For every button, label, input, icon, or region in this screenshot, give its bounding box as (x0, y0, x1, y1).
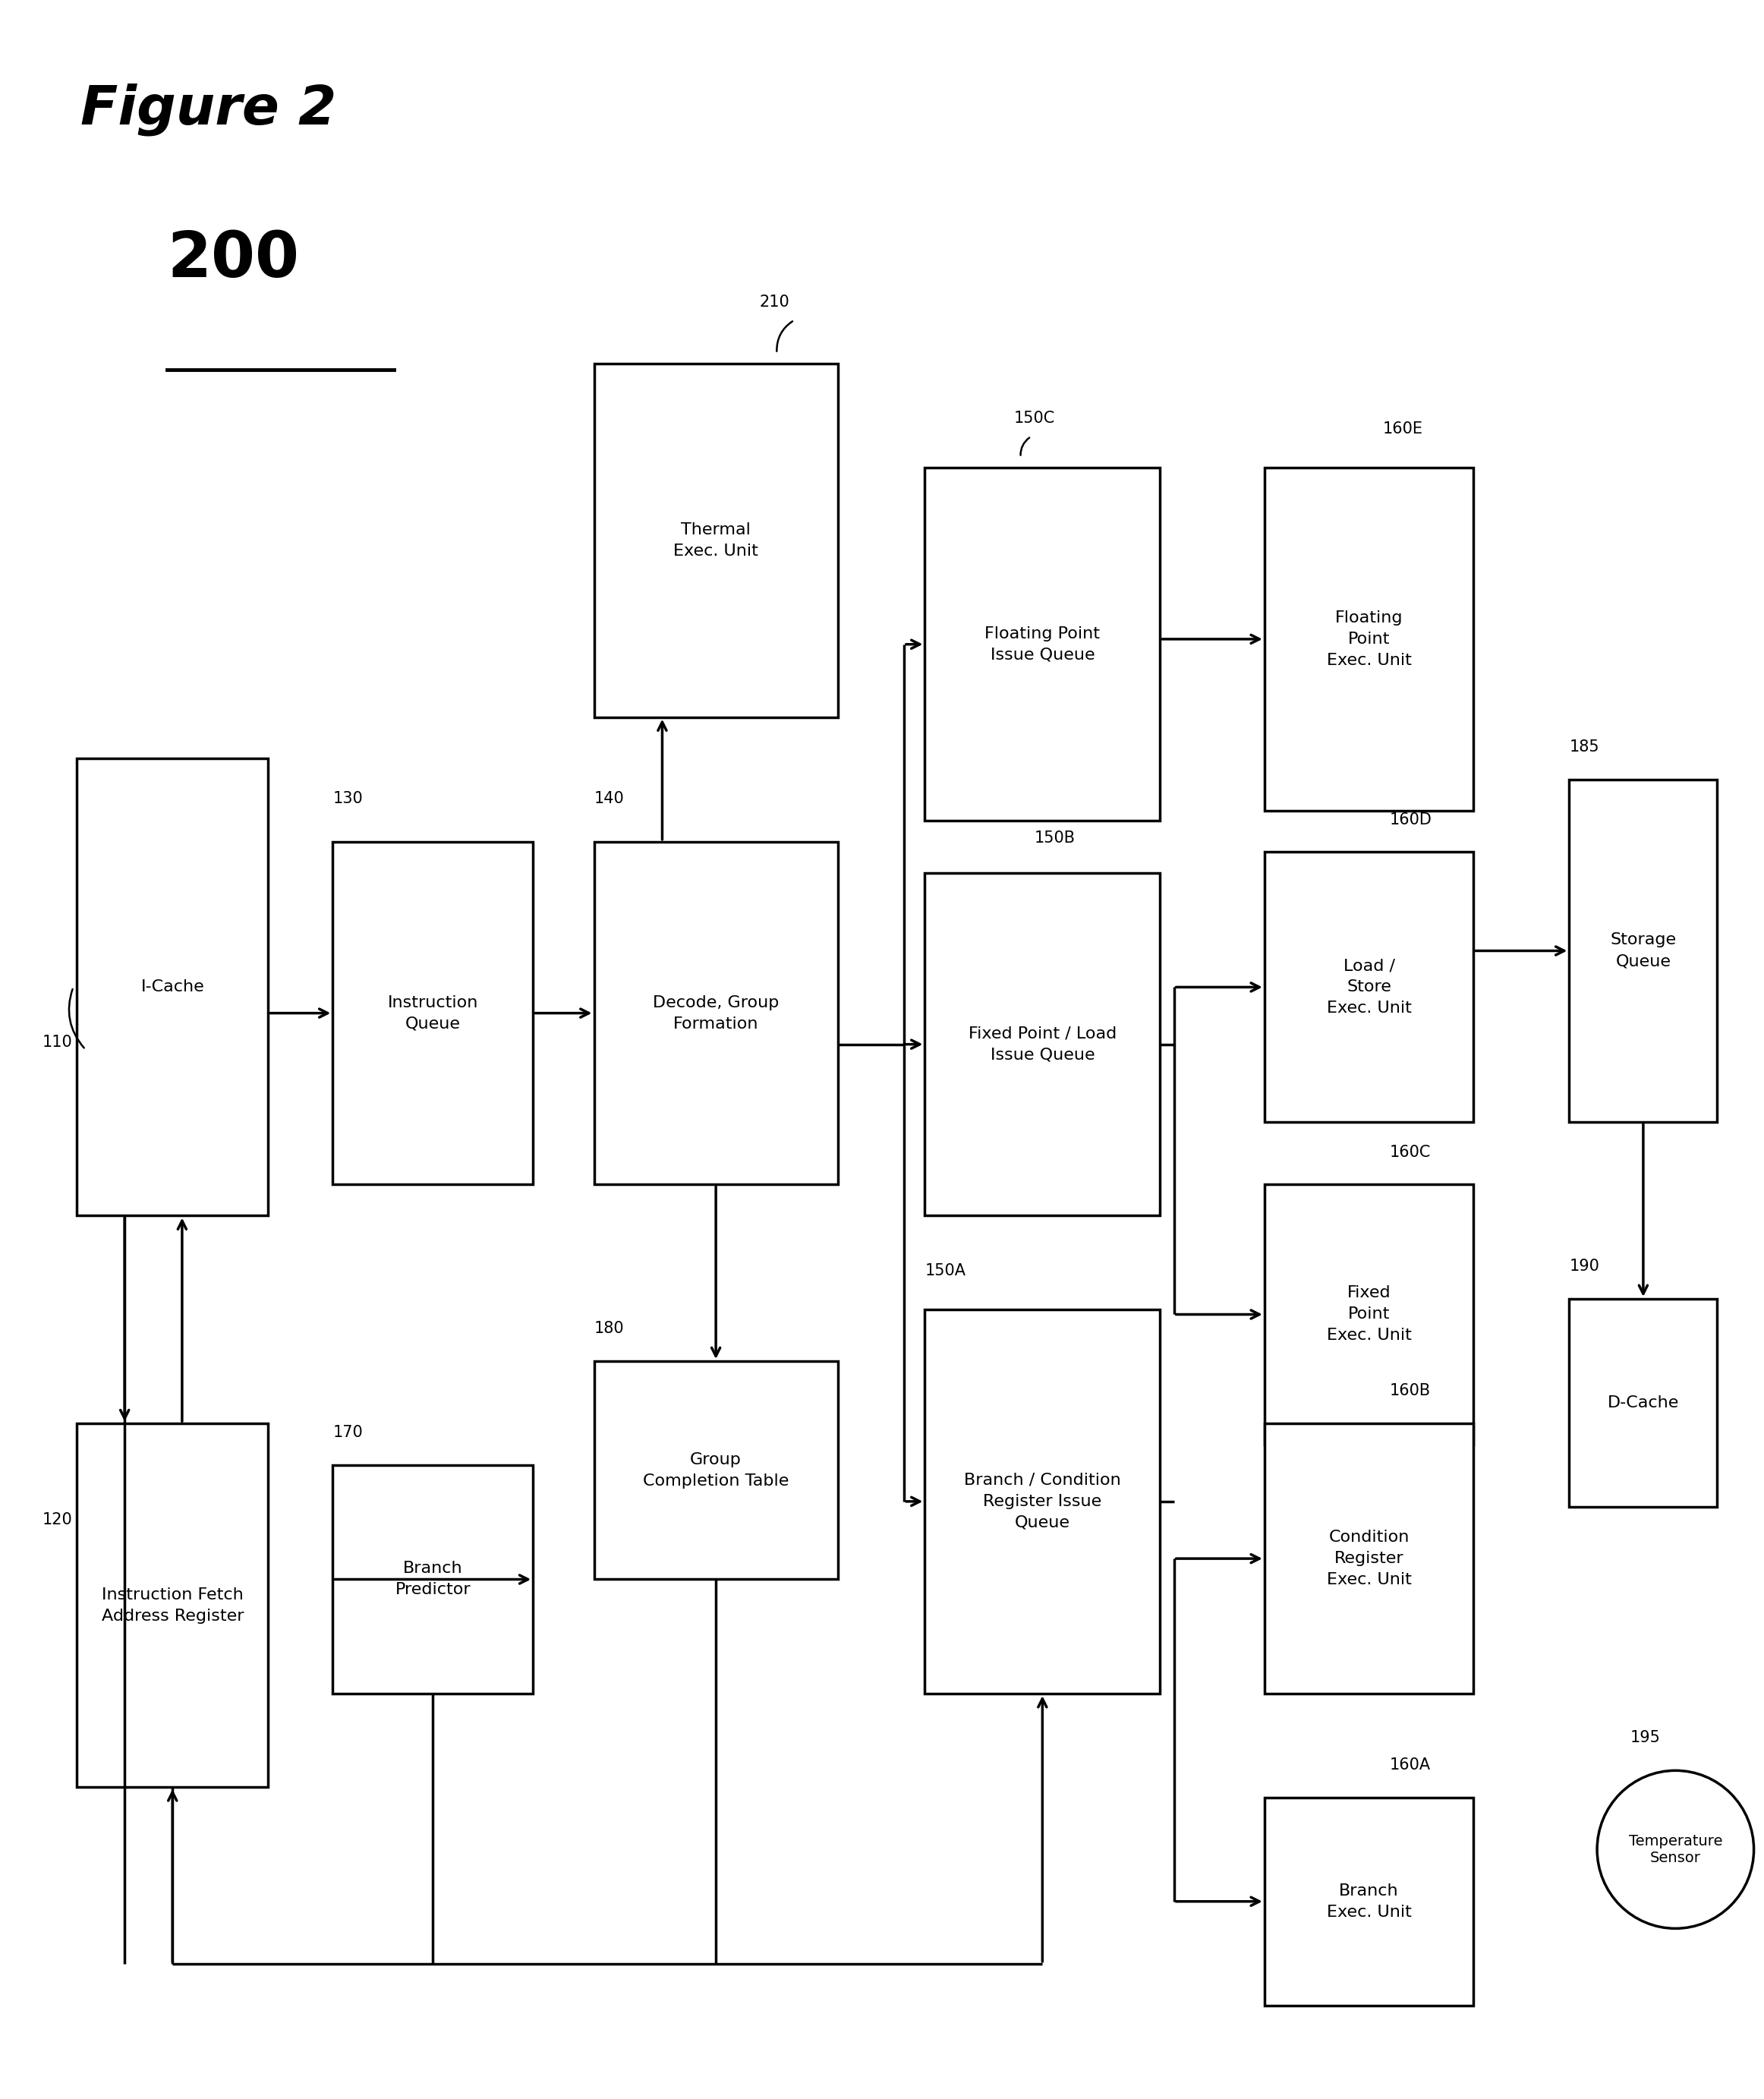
Text: 160D: 160D (1390, 812, 1432, 827)
Text: 130: 130 (333, 791, 363, 806)
Text: 180: 180 (594, 1320, 624, 1337)
Text: Thermal
Exec. Unit: Thermal Exec. Unit (674, 523, 759, 558)
Bar (1265, 1423, 1473, 1694)
Text: Temperature
Sensor: Temperature Sensor (1628, 1835, 1722, 1866)
Bar (1570, 779, 1718, 1123)
Text: Fixed Point / Load
Issue Queue: Fixed Point / Load Issue Queue (968, 1026, 1117, 1062)
Text: 140: 140 (594, 791, 624, 806)
Text: 150C: 150C (1014, 411, 1055, 426)
Text: 160E: 160E (1383, 422, 1424, 437)
Bar (1265, 852, 1473, 1123)
Text: 210: 210 (760, 294, 790, 311)
Text: 120: 120 (42, 1511, 72, 1528)
Text: 160C: 160C (1390, 1144, 1431, 1159)
Text: 190: 190 (1570, 1259, 1600, 1274)
Bar (594, 363, 838, 718)
Text: Storage
Queue: Storage Queue (1611, 932, 1676, 970)
Bar (1570, 1299, 1718, 1507)
Text: Load /
Store
Exec. Unit: Load / Store Exec. Unit (1327, 959, 1411, 1016)
Text: Branch
Exec. Unit: Branch Exec. Unit (1327, 1883, 1411, 1921)
Text: Figure 2: Figure 2 (79, 84, 337, 136)
Text: Decode, Group
Formation: Decode, Group Formation (653, 995, 780, 1031)
Text: Floating Point
Issue Queue: Floating Point Issue Queue (984, 626, 1101, 663)
Text: Instruction
Queue: Instruction Queue (388, 995, 478, 1031)
Text: Instruction Fetch
Address Register: Instruction Fetch Address Register (101, 1587, 243, 1623)
Text: Branch / Condition
Register Issue
Queue: Branch / Condition Register Issue Queue (963, 1473, 1120, 1530)
Bar (594, 842, 838, 1184)
Text: 150B: 150B (1034, 831, 1076, 846)
Text: Fixed
Point
Exec. Unit: Fixed Point Exec. Unit (1327, 1285, 1411, 1343)
Bar (924, 873, 1161, 1215)
Text: 160A: 160A (1390, 1757, 1431, 1774)
Text: 185: 185 (1570, 739, 1600, 754)
Text: Floating
Point
Exec. Unit: Floating Point Exec. Unit (1327, 611, 1411, 667)
Bar (333, 1465, 533, 1694)
Bar (594, 1360, 838, 1578)
Text: Condition
Register
Exec. Unit: Condition Register Exec. Unit (1327, 1530, 1411, 1587)
Bar (333, 842, 533, 1184)
Text: 160B: 160B (1390, 1383, 1431, 1398)
Text: Group
Completion Table: Group Completion Table (642, 1453, 789, 1488)
Bar (1265, 468, 1473, 810)
Text: D-Cache: D-Cache (1607, 1396, 1679, 1411)
Ellipse shape (1596, 1772, 1753, 1929)
Text: 170: 170 (333, 1425, 363, 1440)
Text: 195: 195 (1630, 1730, 1660, 1746)
Text: 200: 200 (168, 229, 300, 290)
Text: Branch
Predictor: Branch Predictor (395, 1562, 471, 1597)
Bar (1265, 1184, 1473, 1444)
Bar (76, 758, 268, 1215)
Bar (76, 1423, 268, 1786)
Text: 110: 110 (42, 1035, 72, 1050)
Bar (1265, 1797, 1473, 2005)
Text: 150A: 150A (924, 1264, 967, 1278)
Bar (924, 468, 1161, 821)
Bar (924, 1310, 1161, 1694)
Text: I-Cache: I-Cache (141, 980, 205, 995)
